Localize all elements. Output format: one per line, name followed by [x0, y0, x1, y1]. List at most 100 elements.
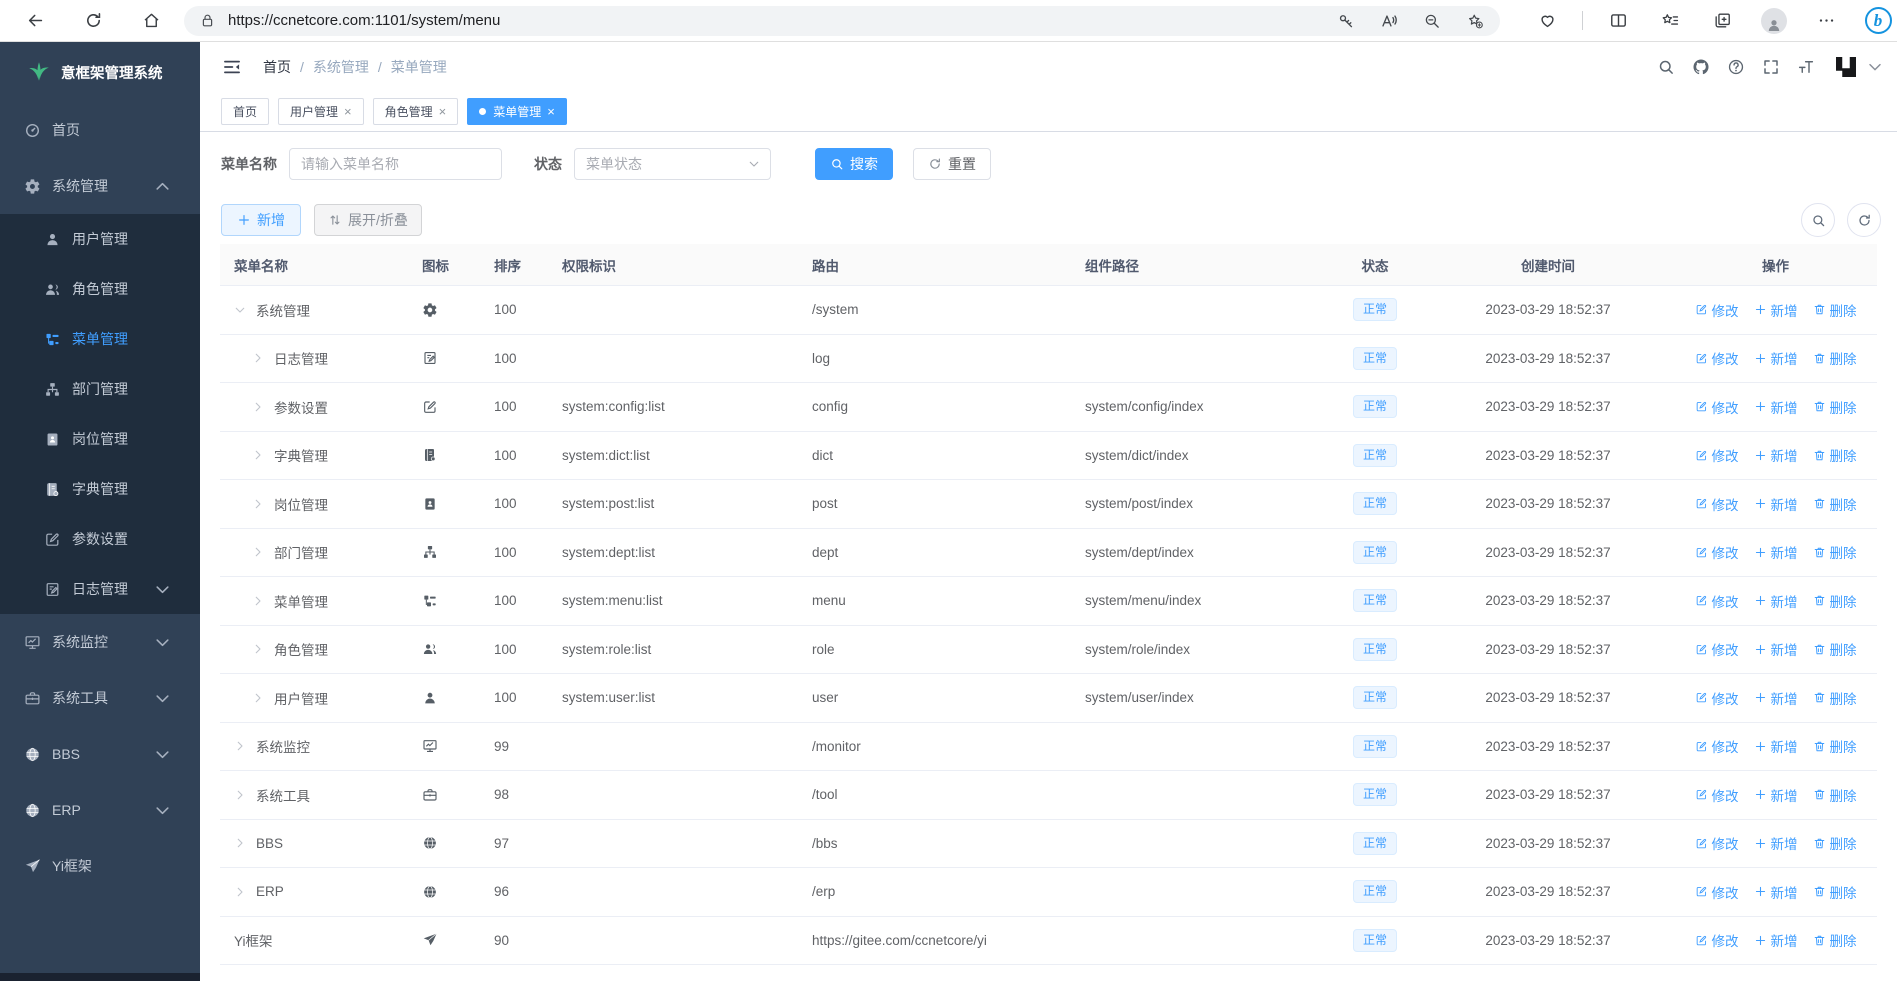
delete-link[interactable]: 删除	[1813, 785, 1857, 805]
edit-link[interactable]: 修改	[1695, 639, 1739, 659]
read-aloud-button[interactable]	[1374, 7, 1404, 35]
sidebar-item[interactable]: ERP	[0, 782, 200, 838]
edit-link[interactable]: 修改	[1695, 542, 1739, 562]
zoom-out-button[interactable]	[1417, 7, 1447, 35]
lock-icon[interactable]	[194, 8, 220, 34]
expand-arrow[interactable]	[252, 449, 274, 461]
favorites-bar-button[interactable]	[1653, 4, 1687, 38]
delete-link[interactable]: 删除	[1813, 833, 1857, 853]
edit-link[interactable]: 修改	[1695, 300, 1739, 320]
expand-arrow[interactable]	[234, 789, 256, 801]
fullscreen-button[interactable]	[1753, 42, 1788, 92]
add-link[interactable]: 新增	[1754, 930, 1798, 950]
edit-link[interactable]: 修改	[1695, 348, 1739, 368]
search-button[interactable]	[1648, 42, 1683, 92]
edit-link[interactable]: 修改	[1695, 736, 1739, 756]
sidebar-item[interactable]: 角色管理	[0, 264, 200, 314]
sidebar-item[interactable]: 系统工具	[0, 670, 200, 726]
tab[interactable]: 角色管理 ×	[372, 98, 459, 125]
edit-link[interactable]: 修改	[1695, 833, 1739, 853]
expand-arrow[interactable]	[252, 498, 274, 510]
search-button[interactable]: 搜索	[815, 148, 893, 180]
back-arrow-button[interactable]	[18, 4, 52, 38]
add-link[interactable]: 新增	[1754, 688, 1798, 708]
expand-arrow[interactable]	[234, 886, 256, 898]
tab[interactable]: 菜单管理 ×	[467, 98, 567, 125]
delete-link[interactable]: 删除	[1813, 300, 1857, 320]
delete-link[interactable]: 删除	[1813, 930, 1857, 950]
show-search-button[interactable]	[1801, 203, 1835, 237]
refresh-table-button[interactable]	[1847, 203, 1881, 237]
sidebar-item[interactable]: 字典管理	[0, 464, 200, 514]
delete-link[interactable]: 删除	[1813, 639, 1857, 659]
delete-link[interactable]: 删除	[1813, 591, 1857, 611]
expand-collapse-button[interactable]: 展开/折叠	[314, 204, 422, 236]
more-options-button[interactable]	[1809, 4, 1843, 38]
sidebar-item[interactable]: 用户管理	[0, 214, 200, 264]
expand-arrow[interactable]	[252, 401, 274, 413]
font-size-button[interactable]	[1788, 42, 1823, 92]
user-avatar-button[interactable]	[1831, 52, 1861, 82]
add-link[interactable]: 新增	[1754, 300, 1798, 320]
edit-link[interactable]: 修改	[1695, 688, 1739, 708]
edit-link[interactable]: 修改	[1695, 882, 1739, 902]
sidebar-item[interactable]: 岗位管理	[0, 414, 200, 464]
tab[interactable]: 用户管理 ×	[278, 98, 364, 125]
tab[interactable]: 首页	[221, 98, 270, 125]
breadcrumb-item[interactable]: 首页	[263, 59, 291, 75]
edit-link[interactable]: 修改	[1695, 930, 1739, 950]
home-button[interactable]	[134, 4, 168, 38]
delete-link[interactable]: 删除	[1813, 494, 1857, 514]
expand-arrow[interactable]	[252, 546, 274, 558]
browser-essentials-button[interactable]	[1530, 4, 1564, 38]
menu-name-input[interactable]	[289, 148, 502, 180]
github-button[interactable]	[1683, 42, 1718, 92]
expand-arrow[interactable]	[252, 692, 274, 704]
add-link[interactable]: 新增	[1754, 445, 1798, 465]
add-link[interactable]: 新增	[1754, 785, 1798, 805]
sidebar-item[interactable]: 参数设置	[0, 514, 200, 564]
add-button[interactable]: 新增	[221, 204, 301, 236]
expand-arrow[interactable]	[252, 643, 274, 655]
edit-link[interactable]: 修改	[1695, 591, 1739, 611]
expand-arrow[interactable]	[252, 595, 274, 607]
delete-link[interactable]: 删除	[1813, 542, 1857, 562]
add-link[interactable]: 新增	[1754, 736, 1798, 756]
expand-arrow[interactable]	[234, 740, 256, 752]
expand-arrow[interactable]	[252, 352, 274, 364]
sidebar-item[interactable]: 部门管理	[0, 364, 200, 414]
bing-button[interactable]: b	[1861, 4, 1895, 38]
expand-arrow[interactable]	[234, 837, 256, 849]
add-link[interactable]: 新增	[1754, 397, 1798, 417]
question-button[interactable]	[1718, 42, 1753, 92]
breadcrumb-item[interactable]: 系统管理	[312, 59, 369, 75]
collections-button[interactable]	[1705, 4, 1739, 38]
edit-link[interactable]: 修改	[1695, 785, 1739, 805]
add-link[interactable]: 新增	[1754, 542, 1798, 562]
favorite-star-add-button[interactable]	[1460, 7, 1490, 35]
delete-link[interactable]: 删除	[1813, 397, 1857, 417]
close-icon[interactable]: ×	[547, 104, 555, 119]
status-select[interactable]: 菜单状态	[574, 148, 771, 180]
edit-link[interactable]: 修改	[1695, 445, 1739, 465]
add-link[interactable]: 新增	[1754, 494, 1798, 514]
profile-button[interactable]	[1757, 4, 1791, 38]
reset-button[interactable]: 重置	[913, 148, 991, 180]
delete-link[interactable]: 删除	[1813, 688, 1857, 708]
sidebar-item[interactable]: 系统管理	[0, 158, 200, 214]
add-link[interactable]: 新增	[1754, 591, 1798, 611]
sidebar-collapse-button[interactable]	[214, 42, 249, 92]
split-screen-button[interactable]	[1601, 4, 1635, 38]
edit-link[interactable]: 修改	[1695, 494, 1739, 514]
sidebar-item[interactable]: 菜单管理	[0, 314, 200, 364]
reload-button[interactable]	[76, 4, 110, 38]
close-icon[interactable]: ×	[438, 104, 447, 119]
add-link[interactable]: 新增	[1754, 348, 1798, 368]
sidebar-item[interactable]: BBS	[0, 726, 200, 782]
add-link[interactable]: 新增	[1754, 882, 1798, 902]
sidebar-item[interactable]: Yi框架	[0, 838, 200, 894]
sidebar-item[interactable]: 日志管理	[0, 564, 200, 614]
address-bar[interactable]: https://ccnetcore.com:1101/system/menu	[184, 5, 1500, 36]
delete-link[interactable]: 删除	[1813, 445, 1857, 465]
sidebar-item[interactable]: 首页	[0, 102, 200, 158]
